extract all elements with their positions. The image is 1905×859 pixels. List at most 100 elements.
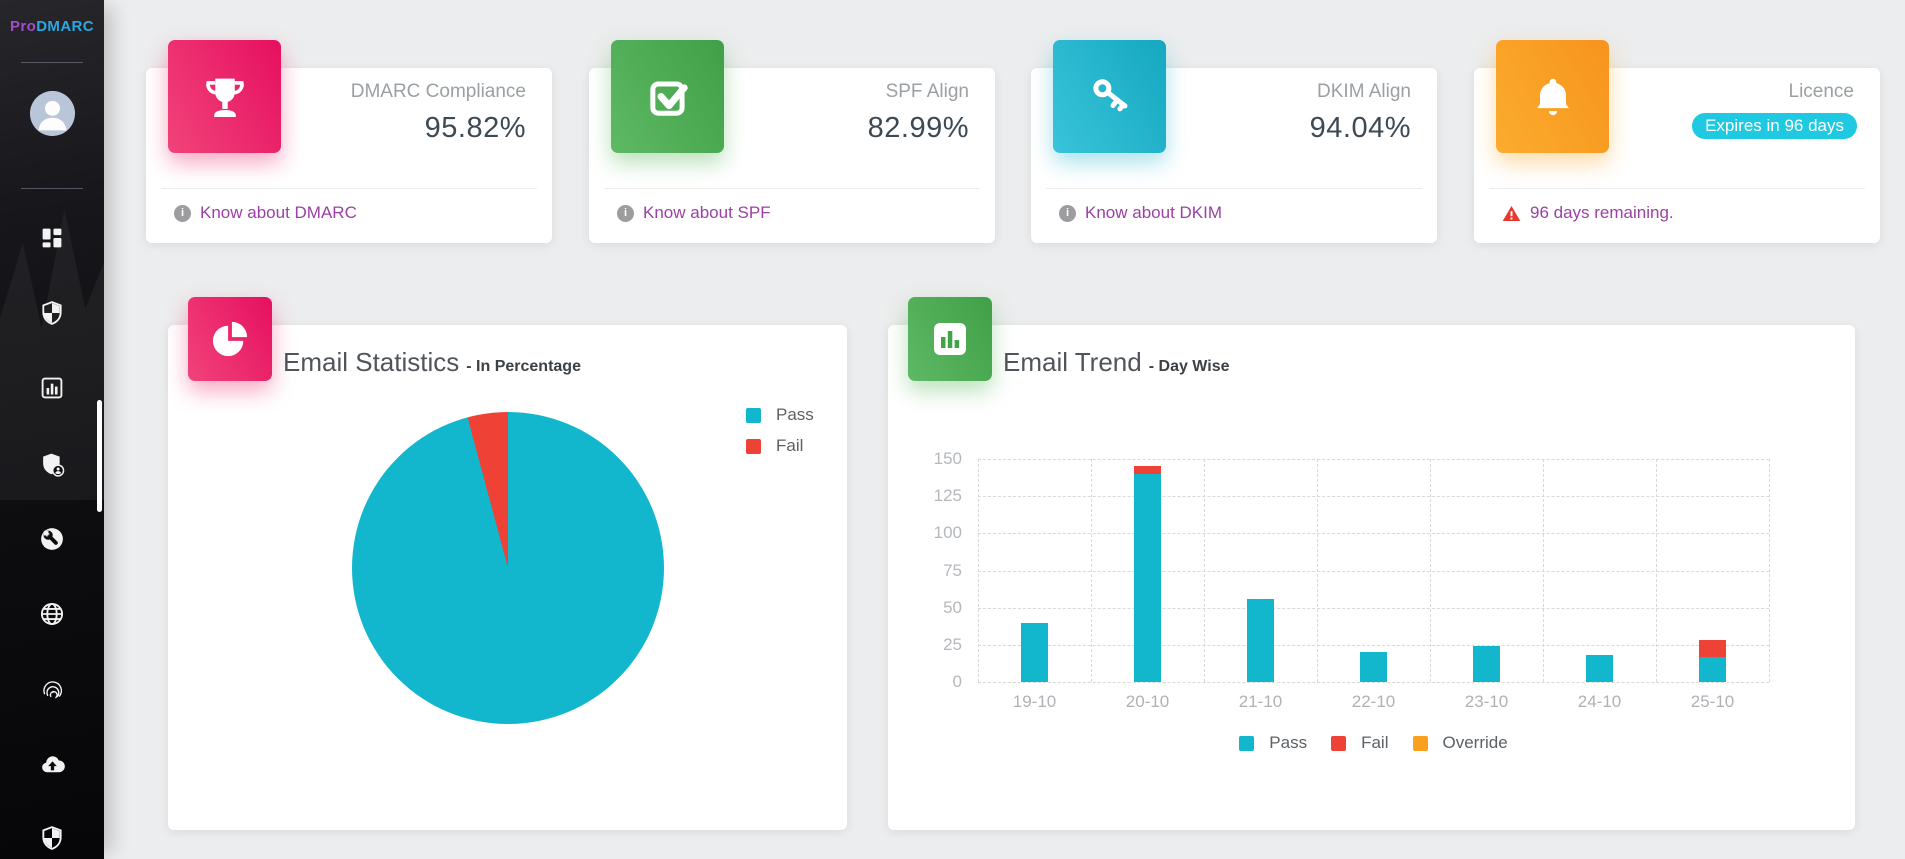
stat-card-licence: Licence Expires in 96 days 96 days remai…: [1474, 40, 1880, 243]
x-axis-tick: 20-10: [1125, 692, 1170, 711]
check-square-icon: [611, 40, 724, 153]
bell-icon: [1496, 40, 1609, 153]
bar-19-10-pass: [1021, 622, 1048, 682]
y-axis-tick: 150: [933, 449, 962, 468]
trend-legend: Pass Fail Override: [978, 733, 1769, 753]
gridline-vertical: [1317, 459, 1318, 682]
email-trend-card: Email Trend - Day Wise 0 25 50 75 100 125 150 …: [888, 297, 1855, 830]
stat-value: 95.82%: [424, 112, 526, 144]
info-icon: i: [617, 204, 634, 222]
bar-21-10-pass: [1247, 598, 1274, 682]
legend-swatch: [1239, 735, 1255, 751]
trophy-icon: [168, 40, 281, 153]
gridline-vertical: [978, 459, 979, 682]
y-axis-tick: 25: [943, 634, 962, 654]
bar-20-10-fail: [1134, 466, 1161, 474]
gridline-horizontal: [978, 533, 1769, 535]
stat-label: SPF Align: [885, 81, 969, 102]
email-statistics-card: Email Statistics - In Percentage Pass Fai…: [168, 297, 847, 830]
legend-item-fail: Fail: [1331, 733, 1389, 753]
x-axis-tick: 24-10: [1577, 692, 1622, 711]
trend-plot: 19-10 20-10 21-10 22-10 23-10 24-10 25-10: [978, 459, 1770, 711]
nav-bar-chart-icon[interactable]: [0, 375, 104, 401]
x-axis-tick: 21-10: [1238, 692, 1283, 711]
nav-cloud-upload-icon[interactable]: [0, 752, 104, 779]
gridline-vertical: [1656, 459, 1657, 682]
sidebar-divider: [21, 188, 83, 189]
stat-value: 94.04%: [1309, 112, 1411, 144]
gridline-horizontal: [978, 682, 1769, 683]
nav-wrench-icon[interactable]: [0, 525, 104, 553]
avatar[interactable]: [30, 91, 75, 136]
legend-item-pass: Pass: [1239, 733, 1307, 753]
gridline-horizontal: [978, 459, 1769, 460]
know-about-dkim-link[interactable]: Know about DKIM: [1085, 203, 1223, 222]
legend-label: Fail: [1361, 733, 1389, 752]
x-axis-tick: 23-10: [1464, 692, 1509, 711]
bar-25-10-pass: [1699, 656, 1726, 682]
logo-pro: Pro: [9, 18, 37, 35]
legend-swatch: [1412, 735, 1428, 751]
legend-item-pass: Pass: [746, 405, 814, 425]
gridline-vertical: [1543, 459, 1544, 682]
divider: [1046, 188, 1422, 189]
stat-value: 82.99%: [867, 112, 969, 144]
logo[interactable]: ProDMARC: [0, 18, 104, 35]
stat-label: DKIM Align: [1317, 81, 1411, 102]
gridline-horizontal: [978, 570, 1769, 572]
x-axis-tick: 19-10: [1012, 692, 1057, 711]
email-trend-subtitle: - Day Wise: [1148, 358, 1230, 375]
logo-dmarc: DMARC: [36, 18, 95, 35]
sidebar-scrollbar-thumb[interactable]: [97, 400, 102, 512]
licence-warning-text: 96 days remaining.: [1530, 203, 1674, 222]
bar-22-10-pass: [1360, 652, 1387, 682]
sidebar: ProDMARC: [0, 0, 104, 859]
stat-label: Licence: [1788, 81, 1855, 102]
y-axis-tick: 0: [952, 672, 962, 691]
pie-legend: Pass Fail: [746, 405, 814, 456]
stat-label: DMARC Compliance: [350, 81, 526, 102]
nav-shield-user-icon[interactable]: [0, 451, 104, 478]
divider: [604, 188, 980, 189]
key-icon: [1053, 40, 1166, 153]
x-axis-tick: 22-10: [1351, 692, 1396, 711]
nav-dashboard-grid-icon[interactable]: [0, 225, 104, 251]
legend-swatch: [746, 407, 761, 423]
divider: [1489, 188, 1865, 189]
licence-expiry-badge: Expires in 96 days: [1692, 113, 1857, 139]
know-about-spf-link[interactable]: Know about SPF: [643, 203, 771, 222]
email-trend-title: Email Trend: [1003, 347, 1142, 377]
y-axis-tick: 50: [943, 597, 962, 617]
nav-globe-icon[interactable]: [0, 600, 104, 628]
gridline-vertical: [1430, 459, 1431, 682]
info-icon: i: [1059, 204, 1076, 222]
trend-y-axis: 0 25 50 75 100 125 150: [888, 449, 970, 691]
know-about-dmarc-link[interactable]: Know about DMARC: [200, 203, 357, 222]
y-axis-tick: 75: [943, 560, 962, 580]
stat-card-dmarc-compliance: DMARC Compliance 95.82% i Know about DMA…: [146, 40, 552, 243]
gridline-horizontal: [978, 644, 1769, 646]
gridline-vertical: [1769, 459, 1770, 682]
legend-item-override: Override: [1412, 733, 1508, 753]
stat-card-spf-align: SPF Align 82.99% i Know about SPF: [589, 40, 995, 243]
bar-23-10-pass: [1473, 646, 1500, 682]
legend-label: Fail: [776, 436, 804, 455]
legend-swatch: [746, 438, 761, 454]
email-statistics-title: Email Statistics: [283, 347, 460, 377]
nav-fingerprint-icon[interactable]: [0, 677, 104, 702]
gridline-vertical: [1204, 459, 1205, 682]
bar-24-10-pass: [1586, 655, 1613, 682]
email-statistics-subtitle: - In Percentage: [466, 358, 581, 375]
stat-card-dkim-align: DKIM Align 94.04% i Know about DKIM: [1031, 40, 1437, 243]
y-axis-tick: 125: [933, 486, 962, 506]
nav-shield-icon[interactable]: [0, 300, 104, 326]
divider: [161, 188, 537, 189]
bar-25-10-fail: [1699, 640, 1726, 657]
gridline-horizontal: [978, 607, 1769, 609]
x-axis-tick: 25-10: [1690, 692, 1735, 711]
nav-shield-check-icon[interactable]: [0, 825, 104, 851]
legend-label: Pass: [1269, 733, 1308, 752]
warning-triangle-icon: [1502, 205, 1521, 221]
info-icon: i: [174, 204, 191, 222]
